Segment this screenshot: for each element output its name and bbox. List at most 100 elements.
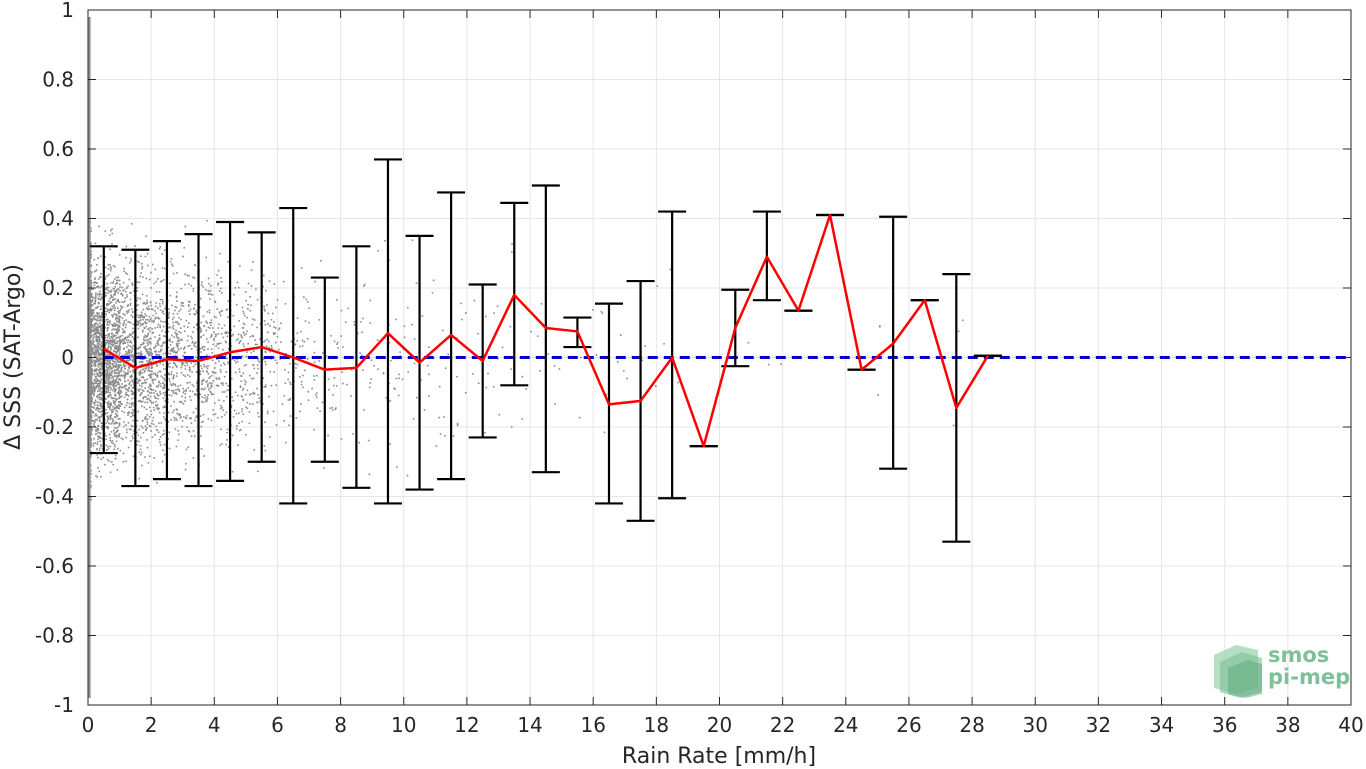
- scatter-point: [187, 446, 190, 449]
- scatter-point: [105, 304, 108, 307]
- scatter-point: [236, 394, 239, 397]
- scatter-point: [188, 305, 190, 307]
- scatter-point: [115, 342, 118, 344]
- scatter-point: [129, 349, 131, 352]
- scatter-point: [148, 367, 150, 370]
- scatter-point: [306, 358, 309, 360]
- scatter-point: [93, 316, 96, 318]
- scatter-point: [361, 354, 363, 357]
- scatter-point: [144, 345, 147, 348]
- scatter-point: [780, 363, 782, 366]
- scatter-point: [91, 350, 94, 352]
- scatter-point: [241, 336, 243, 339]
- x-tick-label: 30: [1023, 713, 1048, 737]
- scatter-point: [168, 372, 170, 375]
- scatter-point: [173, 350, 176, 353]
- scatter-point: [231, 396, 234, 398]
- scatter-point: [114, 375, 117, 377]
- scatter-point: [150, 271, 152, 274]
- scatter-point: [154, 268, 157, 271]
- scatter-point: [95, 353, 97, 356]
- scatter-point: [144, 369, 146, 372]
- scatter-point: [149, 370, 152, 372]
- scatter-point: [131, 350, 134, 352]
- scatter-point: [90, 384, 92, 386]
- scatter-point: [118, 390, 120, 392]
- scatter-point: [91, 351, 94, 353]
- scatter-point: [158, 422, 160, 424]
- scatter-point: [335, 298, 338, 301]
- scatter-point: [100, 365, 103, 368]
- scatter-point: [95, 344, 97, 347]
- scatter-point: [124, 384, 127, 387]
- scatter-point: [106, 336, 109, 339]
- scatter-point: [107, 358, 110, 361]
- scatter-point: [159, 350, 162, 353]
- scatter-point: [359, 352, 361, 354]
- scatter-point: [369, 299, 372, 302]
- scatter-point: [95, 408, 97, 411]
- scatter-point: [256, 326, 258, 329]
- scatter-point: [126, 359, 129, 361]
- scatter-point: [111, 382, 114, 384]
- scatter-point: [113, 356, 115, 359]
- scatter-point: [127, 422, 130, 424]
- scatter-point: [497, 357, 499, 360]
- scatter-point: [677, 381, 679, 384]
- scatter-point: [96, 418, 99, 421]
- scatter-point: [262, 274, 265, 277]
- scatter-point: [226, 438, 229, 441]
- scatter-point: [112, 264, 115, 267]
- scatter-point: [105, 334, 107, 337]
- scatter-point: [96, 426, 98, 429]
- scatter-point: [156, 429, 158, 431]
- scatter-point: [99, 357, 102, 360]
- scatter-point: [98, 295, 101, 297]
- scatter-point: [225, 395, 228, 398]
- scatter-point: [104, 384, 106, 387]
- scatter-point: [159, 337, 161, 339]
- scatter-point: [161, 434, 164, 436]
- scatter-point: [186, 381, 189, 384]
- scatter-point: [117, 447, 119, 450]
- scatter-point: [162, 353, 165, 355]
- scatter-point: [111, 368, 113, 370]
- scatter-point: [149, 388, 152, 390]
- scatter-point: [129, 381, 131, 383]
- scatter-point: [93, 284, 96, 287]
- scatter-point: [163, 335, 165, 337]
- scatter-point: [90, 429, 93, 431]
- scatter-point: [110, 309, 113, 312]
- scatter-point: [97, 432, 99, 434]
- scatter-point: [117, 429, 119, 432]
- scatter-point: [147, 418, 149, 421]
- scatter-point: [90, 455, 92, 458]
- scatter-point: [162, 397, 165, 399]
- scatter-point: [158, 334, 161, 337]
- scatter-point: [225, 354, 227, 357]
- scatter-point: [158, 354, 161, 357]
- scatter-point: [201, 367, 203, 370]
- scatter-point: [170, 263, 173, 265]
- scatter-point: [112, 296, 114, 298]
- scatter-point: [149, 338, 151, 340]
- scatter-point: [115, 316, 118, 319]
- scatter-point: [100, 346, 102, 349]
- scatter-point: [115, 276, 118, 279]
- scatter-point: [333, 376, 336, 379]
- x-tick-label: 16: [580, 713, 605, 737]
- scatter-point: [246, 351, 248, 353]
- scatter-point: [119, 309, 121, 312]
- scatter-point: [217, 332, 220, 335]
- scatter-point: [193, 326, 195, 329]
- scatter-point: [328, 388, 330, 391]
- scatter-point: [104, 295, 106, 298]
- scatter-point: [265, 289, 267, 292]
- scatter-point: [245, 333, 247, 335]
- scatter-point: [96, 476, 99, 478]
- scatter-point: [426, 364, 429, 367]
- scatter-point: [130, 346, 133, 349]
- scatter-point: [164, 341, 166, 344]
- scatter-point: [136, 290, 138, 292]
- scatter-point: [101, 426, 104, 428]
